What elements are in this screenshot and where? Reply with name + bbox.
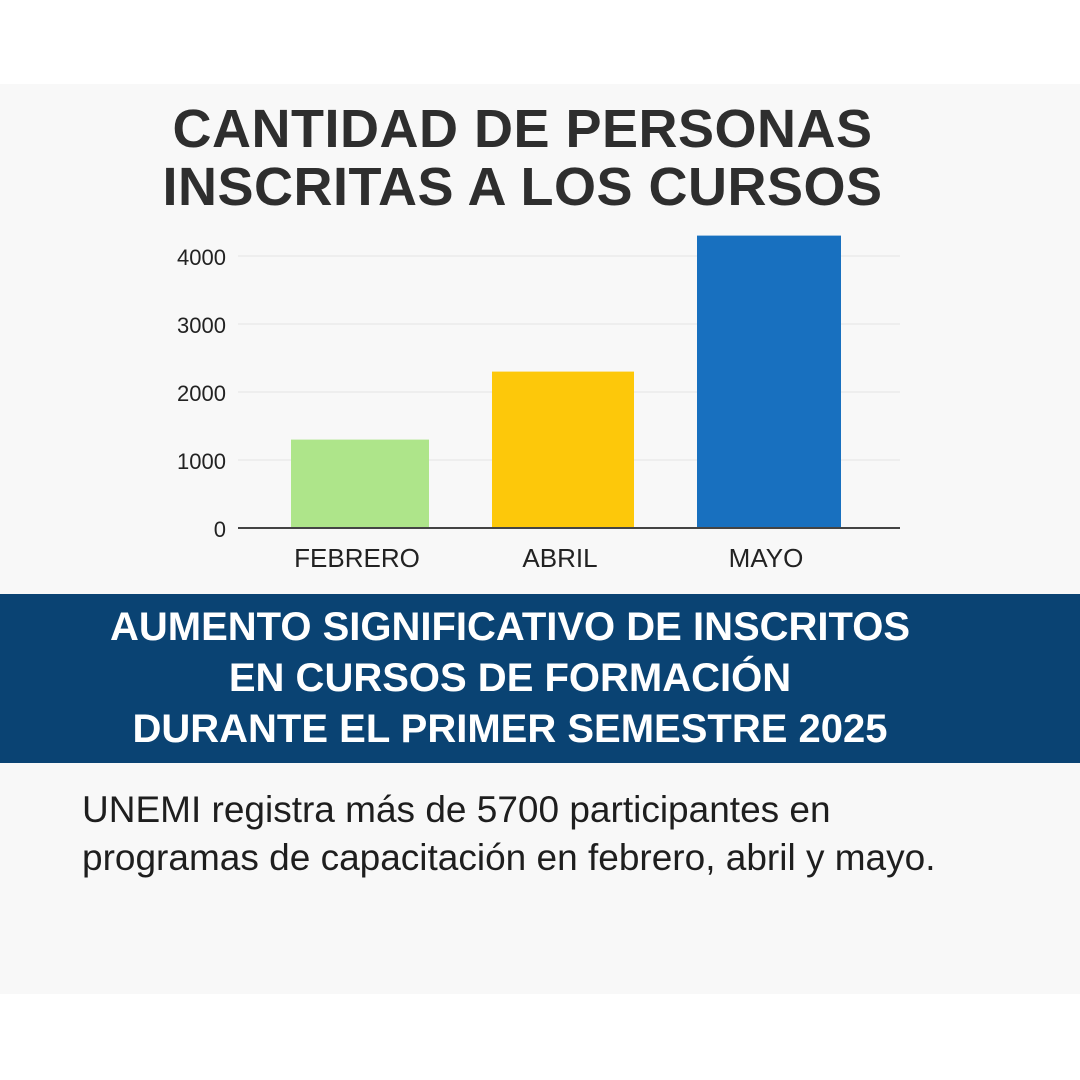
summary-line-1: UNEMI registra más de 5700 participantes…	[82, 789, 831, 830]
x-tick-label: ABRIL	[522, 543, 597, 573]
y-tick-label: 3000	[177, 313, 226, 338]
bar-chart: 0 1000 2000 3000 4000 FEBRERO ABRIL MAYO	[177, 235, 900, 573]
y-tick-label: 0	[214, 517, 226, 542]
infographic-card	[0, 84, 1080, 994]
bar-mayo	[697, 235, 841, 528]
chart-title-line-2: INSCRITAS A LOS CURSOS	[162, 157, 883, 217]
x-tick-label: FEBRERO	[294, 543, 420, 573]
chart-title-line-1: CANTIDAD DE PERSONAS	[172, 99, 873, 159]
chart-title: CANTIDAD DE PERSONAS INSCRITAS A LOS CUR…	[0, 100, 1045, 216]
headline-line-1: AUMENTO SIGNIFICATIVO DE INSCRITOS	[109, 605, 911, 649]
summary-line-2: programas de capacitación en febrero, ab…	[82, 837, 936, 878]
tick-labels: 0 1000 2000 3000 4000 FEBRERO ABRIL MAYO	[177, 245, 803, 573]
summary-text: UNEMI registra más de 5700 participantes…	[82, 786, 1042, 882]
headline-line-3: DURANTE EL PRIMER SEMESTRE 2025	[132, 707, 888, 751]
y-tick-label: 2000	[177, 381, 226, 406]
y-tick-label: 1000	[177, 449, 226, 474]
headline-banner: AUMENTO SIGNIFICATIVO DE INSCRITOS EN CU…	[0, 594, 1080, 763]
y-tick-label: 4000	[177, 245, 226, 270]
bars	[291, 235, 841, 528]
headline-line-2: EN CURSOS DE FORMACIÓN	[228, 656, 792, 700]
x-tick-label: MAYO	[729, 543, 804, 573]
bar-abril	[492, 371, 634, 528]
bar-febrero	[291, 439, 429, 528]
